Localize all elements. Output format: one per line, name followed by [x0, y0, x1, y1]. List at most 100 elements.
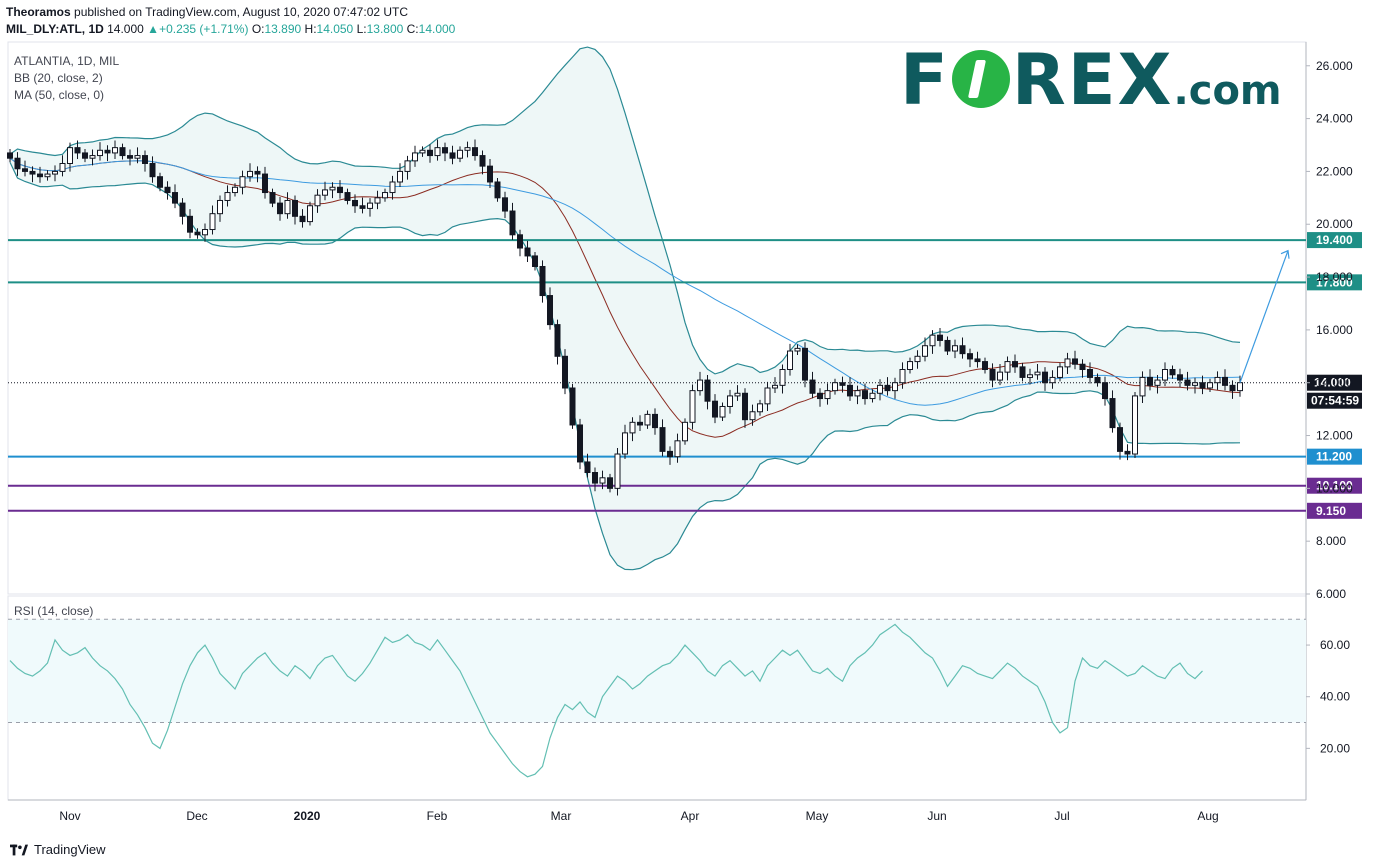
- candle-body: [1132, 395, 1138, 455]
- price-tick-label: 12.000: [1316, 429, 1353, 443]
- candle-body: [607, 477, 613, 489]
- candle-body: [449, 152, 456, 159]
- rsi-tick-label: 40.00: [1320, 690, 1350, 704]
- candle-body: [1207, 382, 1213, 389]
- candle-body: [1057, 366, 1063, 378]
- candle-body: [532, 255, 538, 267]
- level-tag-2: [1307, 448, 1362, 465]
- level-tag-label-3: 10.100: [1316, 479, 1353, 493]
- level-tag-0: [1307, 232, 1362, 249]
- candle-body: [787, 350, 793, 371]
- candle-body: [299, 215, 306, 223]
- legend-bb: BB (20, close, 2): [14, 71, 103, 85]
- candle-body: [277, 202, 283, 215]
- candle-body: [952, 345, 958, 352]
- footer: TradingView: [10, 842, 106, 857]
- candle-body: [472, 147, 478, 157]
- high-value: 14.050: [316, 22, 354, 36]
- up-arrow-icon: ▲: [147, 22, 160, 36]
- candle-body: [239, 176, 246, 188]
- publisher-name[interactable]: Theoramos: [6, 5, 71, 19]
- logo-text-f: F: [900, 39, 950, 121]
- candle-body: [764, 387, 771, 405]
- candle-body: [149, 162, 156, 178]
- candle-body: [562, 355, 568, 389]
- candle-body: [1027, 374, 1033, 378]
- candle-body: [1237, 382, 1243, 392]
- candle-body: [614, 453, 621, 489]
- candle-body: [1139, 376, 1146, 397]
- low-label: L:: [356, 22, 367, 36]
- tradingview-brand[interactable]: TradingView: [34, 842, 106, 857]
- candle-body: [29, 170, 36, 175]
- chart-legend: ATLANTIA, 1D, MIL BB (20, close, 2) MA (…: [14, 53, 119, 104]
- price-tick-label: 24.000: [1316, 112, 1353, 126]
- candle-body: [502, 197, 508, 212]
- candle-body: [397, 170, 403, 183]
- price-tick-label: 14.000: [1316, 376, 1353, 390]
- candle-body: [494, 181, 501, 199]
- open-value: 13.890: [264, 22, 302, 36]
- candle-body: [839, 382, 846, 386]
- last-price-tag: [1307, 374, 1362, 391]
- candle-body: [1034, 371, 1041, 376]
- candle-body: [869, 392, 876, 400]
- candle-body: [569, 387, 576, 426]
- candle-body: [659, 427, 666, 452]
- candle-body: [989, 369, 996, 381]
- close-label: C:: [406, 22, 419, 36]
- candle-body: [389, 181, 396, 194]
- candle-body: [884, 384, 891, 392]
- candle-body: [772, 384, 778, 389]
- time-tick-label: Nov: [59, 809, 80, 823]
- candle-body: [434, 147, 441, 157]
- candle-body: [359, 205, 366, 209]
- candle-body: [67, 147, 73, 164]
- rsi-legend: RSI (14, close): [14, 604, 94, 618]
- candle-body: [862, 390, 868, 400]
- candle-body: [637, 421, 643, 426]
- candle-body: [127, 155, 133, 159]
- logo-suffix: .com: [1173, 68, 1282, 114]
- candle-body: [419, 149, 426, 154]
- candle-body: [344, 192, 351, 201]
- candle-body: [374, 197, 381, 204]
- price-tick-label: 20.000: [1316, 217, 1353, 231]
- candle-body: [1199, 382, 1206, 389]
- time-tick-label: Mar: [551, 809, 572, 823]
- candle-body: [262, 173, 268, 194]
- bollinger-basis-line: [9, 157, 1241, 438]
- candle-body: [367, 202, 373, 209]
- price-change: +0.235 (+1.71%): [159, 22, 249, 36]
- candle-body: [974, 358, 981, 363]
- time-tick-label: Jul: [1054, 809, 1069, 823]
- candle-body: [164, 186, 171, 194]
- candle-body: [202, 229, 208, 236]
- candle-body: [704, 379, 711, 402]
- countdown-tag: [1307, 392, 1362, 409]
- low-value: 13.800: [366, 22, 404, 36]
- candle-body: [52, 170, 58, 175]
- candle-body: [982, 361, 988, 371]
- rsi-tick-label: 60.00: [1320, 638, 1350, 652]
- time-tick-label: Aug: [1197, 809, 1218, 823]
- candle-body: [119, 147, 126, 157]
- candle-body: [749, 411, 756, 421]
- candle-body: [929, 334, 936, 347]
- level-tag-label-2: 11.200: [1316, 450, 1352, 464]
- chart-header: Theoramos published on TradingView.com, …: [6, 4, 455, 38]
- candle-body: [1019, 366, 1026, 378]
- rsi-band-fill: [8, 619, 1306, 723]
- candle-body: [779, 369, 786, 386]
- candle-body: [524, 247, 531, 257]
- candle-body: [292, 199, 298, 217]
- candle-body: [794, 347, 801, 352]
- candle-body: [622, 432, 628, 455]
- candle-body: [1102, 382, 1108, 400]
- candle-body: [824, 390, 831, 400]
- last-price: 14.000: [107, 22, 144, 36]
- candle-body: [847, 384, 853, 397]
- candle-body: [74, 147, 81, 154]
- candle-body: [629, 421, 636, 434]
